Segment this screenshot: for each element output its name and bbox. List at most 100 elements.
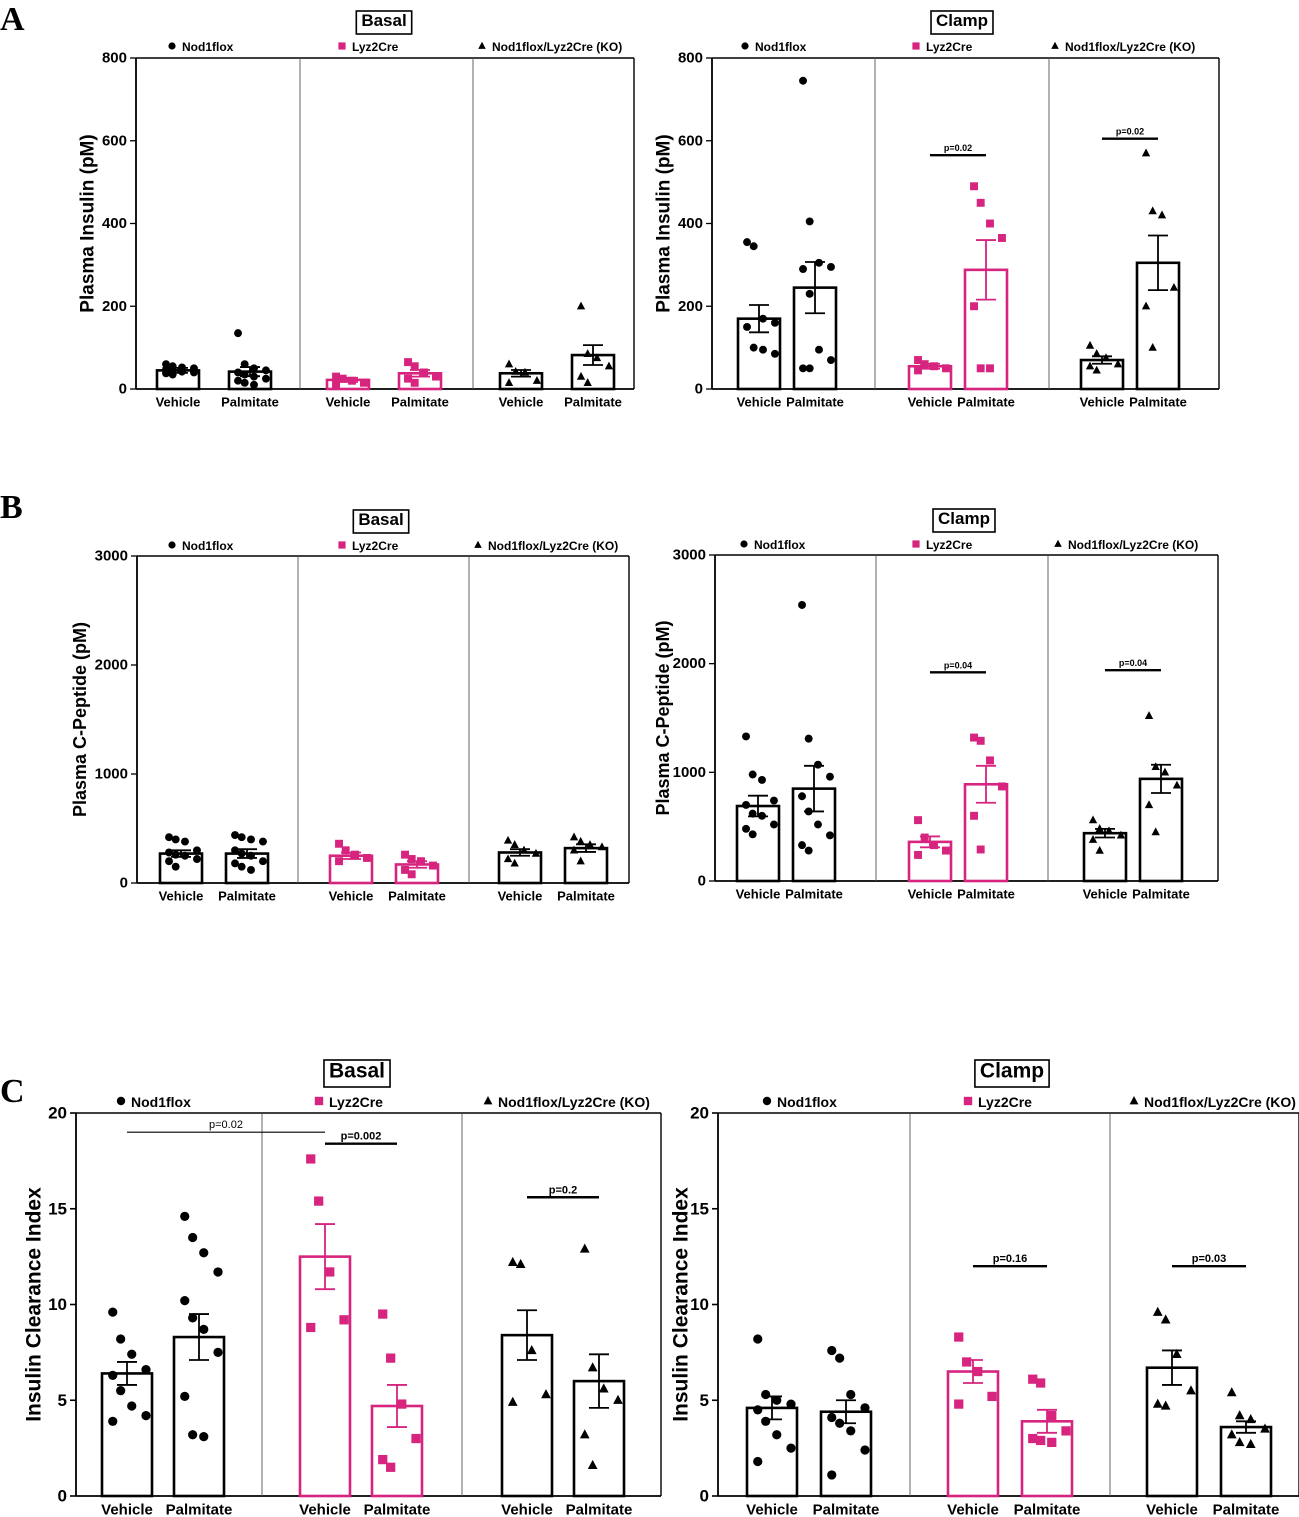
data-point	[1092, 365, 1101, 374]
data-point	[826, 831, 834, 840]
data-point	[237, 849, 246, 858]
y-tick-label: 2000	[95, 657, 128, 674]
bar	[298, 1255, 352, 1498]
data-point	[742, 732, 750, 741]
legend-label: Lyz2Cre	[978, 1094, 1032, 1110]
x-tick-label: Palmitate	[1129, 395, 1187, 410]
data-point	[386, 1462, 396, 1472]
data-point	[1151, 762, 1160, 771]
x-tick-label: Vehicle	[737, 395, 782, 410]
p-value-label: p=0.04	[1119, 658, 1147, 668]
x-tick-label: Vehicle	[326, 395, 371, 410]
y-tick-label: 15	[48, 1199, 67, 1218]
data-point	[914, 356, 922, 364]
data-point	[1152, 1398, 1163, 1408]
data-point	[141, 1410, 151, 1421]
data-point	[503, 835, 513, 844]
data-point	[116, 1386, 126, 1396]
data-point	[193, 855, 201, 863]
data-point	[835, 1418, 845, 1428]
data-point	[786, 1443, 796, 1453]
bar	[735, 804, 781, 883]
data-point	[1245, 1438, 1256, 1448]
data-point	[1234, 1410, 1245, 1420]
data-point	[742, 800, 750, 809]
x-tick-label: Palmitate	[364, 1501, 431, 1517]
data-point	[231, 846, 239, 855]
legend-marker	[963, 1096, 973, 1106]
y-tick-label: 0	[119, 381, 127, 398]
data-point	[827, 1470, 837, 1480]
data-point	[171, 850, 180, 859]
data-point	[1085, 361, 1095, 370]
data-point	[815, 345, 823, 354]
data-point	[569, 832, 579, 841]
data-point	[404, 374, 412, 383]
chart-A-basal: Basal 0 200 400 600 800 Plasma Insulin (pM) Nod…	[78, 10, 635, 410]
data-point	[749, 343, 758, 352]
data-point	[805, 289, 814, 298]
legend-label: Nod1flox	[182, 539, 234, 553]
x-tick-label: Vehicle	[498, 889, 543, 904]
data-point	[930, 362, 938, 371]
data-point	[770, 796, 778, 805]
data-point	[181, 837, 189, 846]
data-point	[804, 807, 813, 816]
data-point	[1148, 342, 1157, 351]
legend-marker	[1051, 41, 1059, 49]
data-point	[378, 1454, 388, 1465]
y-tick-label: 10	[48, 1295, 67, 1314]
chart-title: Clamp	[936, 11, 988, 30]
p-value-label: p=0.02	[944, 143, 972, 153]
data-point	[127, 1349, 137, 1359]
data-point	[410, 378, 419, 387]
y-tick-label: 20	[690, 1104, 709, 1123]
y-axis-label: Insulin Clearance Index	[23, 1187, 46, 1422]
p-value-label: p=0.002	[341, 1131, 382, 1143]
data-point	[247, 851, 255, 860]
panel-letter-c: C	[0, 1073, 25, 1110]
data-point	[826, 772, 834, 781]
data-point	[976, 198, 985, 207]
data-point	[240, 378, 249, 387]
data-point	[180, 1211, 190, 1222]
data-point	[1036, 1435, 1046, 1446]
data-point	[1113, 359, 1123, 368]
data-point	[1141, 148, 1151, 157]
legend-label: Lyz2Cre	[329, 1094, 383, 1110]
data-point	[231, 859, 239, 868]
data-point	[986, 756, 994, 765]
data-point	[748, 809, 757, 818]
data-point	[583, 378, 592, 386]
data-point	[407, 855, 416, 863]
data-point	[998, 782, 1006, 791]
y-tick-label: 0	[698, 873, 706, 890]
data-point	[199, 1248, 209, 1258]
legend-marker	[740, 540, 748, 548]
x-tick-label: Vehicle	[501, 1501, 553, 1517]
chart-title: Basal	[329, 1059, 385, 1082]
p-value-label: p=0.2	[549, 1184, 577, 1196]
data-point	[914, 816, 922, 825]
panel-letter-a: A	[0, 1, 25, 38]
data-point	[986, 364, 994, 373]
data-point	[503, 854, 513, 863]
data-point	[1104, 826, 1114, 835]
x-tick-label: Palmitate	[566, 1501, 633, 1517]
x-tick-label: Vehicle	[746, 1501, 798, 1517]
data-point	[942, 846, 950, 855]
y-axis-label: Plasma C-Peptide (pM)	[653, 620, 673, 815]
data-point	[335, 857, 343, 866]
data-point	[1036, 1378, 1046, 1388]
data-point	[798, 841, 806, 850]
data-point	[1101, 353, 1111, 362]
data-point	[259, 857, 267, 866]
data-point	[1234, 1436, 1245, 1447]
data-point	[1151, 827, 1160, 836]
data-point	[386, 1353, 396, 1363]
chart-A-clamp: Clamp 0 200 400 600 800 Plasma Insulin (pM) Nod…	[654, 10, 1220, 410]
chart-title: Basal	[358, 510, 403, 529]
data-point	[970, 302, 978, 311]
x-tick-label: Palmitate	[218, 889, 276, 904]
y-tick-label: 800	[678, 50, 703, 67]
